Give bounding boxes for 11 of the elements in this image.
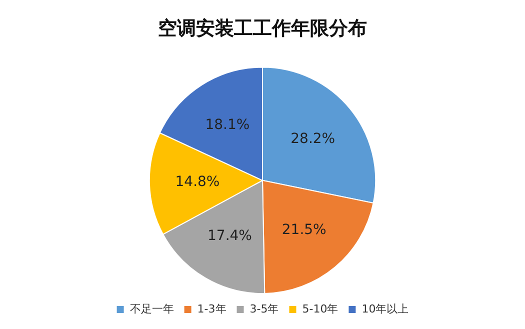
data-label: 21.5% (282, 222, 326, 238)
legend-label: 10年以上 (362, 302, 409, 316)
chart-title: 空调安装工工作年限分布 (158, 17, 367, 40)
data-label: 18.1% (205, 117, 250, 134)
legend-label: 不足一年 (130, 302, 174, 316)
legend-label: 3-5年 (250, 302, 279, 316)
legend-label: 1-3年 (197, 302, 226, 316)
legend-label: 5-10年 (302, 302, 338, 316)
data-label: 14.8% (175, 174, 220, 190)
data-label: 17.4% (208, 228, 252, 244)
data-label: 28.2% (290, 130, 336, 147)
